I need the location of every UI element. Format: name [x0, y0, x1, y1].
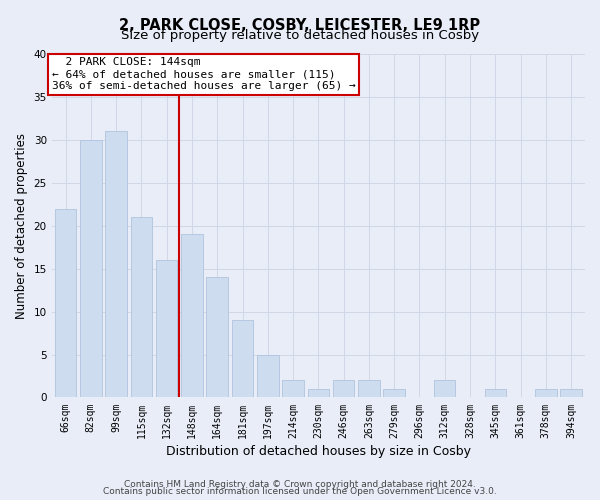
Bar — [434, 380, 455, 398]
Bar — [257, 354, 278, 398]
Bar — [80, 140, 101, 398]
Text: Size of property relative to detached houses in Cosby: Size of property relative to detached ho… — [121, 28, 479, 42]
Text: Contains HM Land Registry data © Crown copyright and database right 2024.: Contains HM Land Registry data © Crown c… — [124, 480, 476, 489]
Bar — [106, 132, 127, 398]
Bar — [383, 389, 405, 398]
Bar — [358, 380, 380, 398]
Text: 2, PARK CLOSE, COSBY, LEICESTER, LE9 1RP: 2, PARK CLOSE, COSBY, LEICESTER, LE9 1RP — [119, 18, 481, 32]
Bar — [485, 389, 506, 398]
Bar — [55, 208, 76, 398]
Bar — [535, 389, 557, 398]
Text: 2 PARK CLOSE: 144sqm
← 64% of detached houses are smaller (115)
36% of semi-deta: 2 PARK CLOSE: 144sqm ← 64% of detached h… — [52, 58, 355, 90]
Bar — [560, 389, 582, 398]
Text: Contains public sector information licensed under the Open Government Licence v3: Contains public sector information licen… — [103, 488, 497, 496]
Bar — [283, 380, 304, 398]
Bar — [156, 260, 178, 398]
Bar — [333, 380, 355, 398]
Bar — [206, 277, 228, 398]
Bar — [131, 217, 152, 398]
Bar — [308, 389, 329, 398]
Bar — [232, 320, 253, 398]
Y-axis label: Number of detached properties: Number of detached properties — [15, 132, 28, 318]
X-axis label: Distribution of detached houses by size in Cosby: Distribution of detached houses by size … — [166, 444, 471, 458]
Bar — [181, 234, 203, 398]
